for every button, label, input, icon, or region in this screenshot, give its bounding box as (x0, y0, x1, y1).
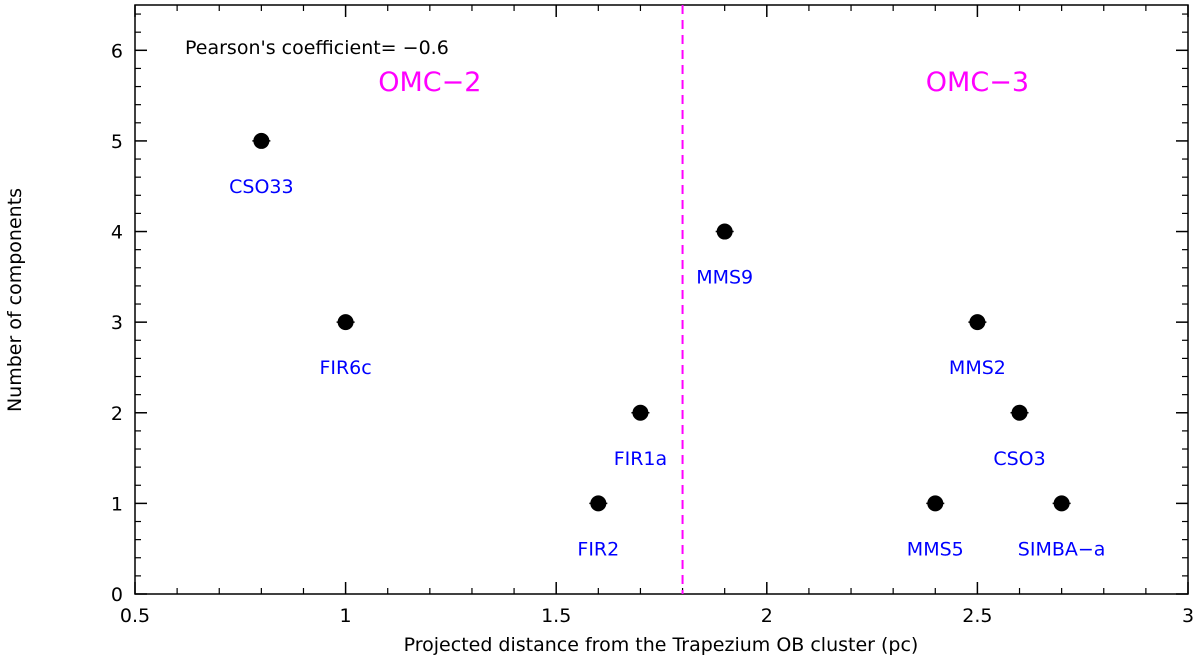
x-axis-title: Projected distance from the Trapezium OB… (404, 634, 919, 656)
data-point-label: CSO33 (229, 176, 293, 198)
data-point-label: MMS2 (949, 357, 1006, 379)
x-tick-label: 1 (340, 605, 352, 627)
y-tick-label: 3 (111, 312, 123, 334)
data-point-label: MMS9 (696, 267, 753, 289)
y-tick-label: 1 (111, 493, 123, 515)
region-label: OMC−3 (926, 67, 1029, 98)
y-tick-label: 2 (111, 403, 123, 425)
x-tick-label: 2 (761, 605, 773, 627)
data-point-label: FIR6c (319, 357, 371, 379)
plot-frame (134, 4, 1189, 595)
data-point-label: CSO3 (993, 448, 1045, 470)
x-tick-label: 3 (1182, 605, 1194, 627)
regions-layer: OMC−2 OMC−3 (378, 67, 1029, 98)
pearson-annotation: Pearson's coefficient= −0.6 (185, 37, 449, 59)
y-tick-label: 6 (111, 40, 123, 62)
y-tick-label: 0 (111, 584, 123, 606)
data-point-label: FIR2 (577, 538, 619, 560)
y-tick-label: 5 (111, 131, 123, 153)
y-axis-title: Number of components (4, 188, 26, 412)
data-point-label: SIMBA−a (1018, 538, 1106, 560)
x-tick-label: 2.5 (962, 605, 992, 627)
region-label: OMC−2 (378, 67, 481, 98)
points-layer: CSO33 FIR6c FIR1a FIR2 MMS9 MMS2 CSO3 MMS5 SIMBA… (229, 132, 1106, 560)
data-point-label: FIR1a (614, 448, 667, 470)
x-tick-label: 0.5 (120, 605, 150, 627)
data-point-label: MMS5 (907, 538, 964, 560)
y-tick-label: 4 (111, 222, 123, 244)
x-tick-label: 1.5 (541, 605, 571, 627)
axes-layer: 0.5 1 1.5 2 2.5 3 0 1 2 3 4 5 6 (111, 5, 1194, 627)
